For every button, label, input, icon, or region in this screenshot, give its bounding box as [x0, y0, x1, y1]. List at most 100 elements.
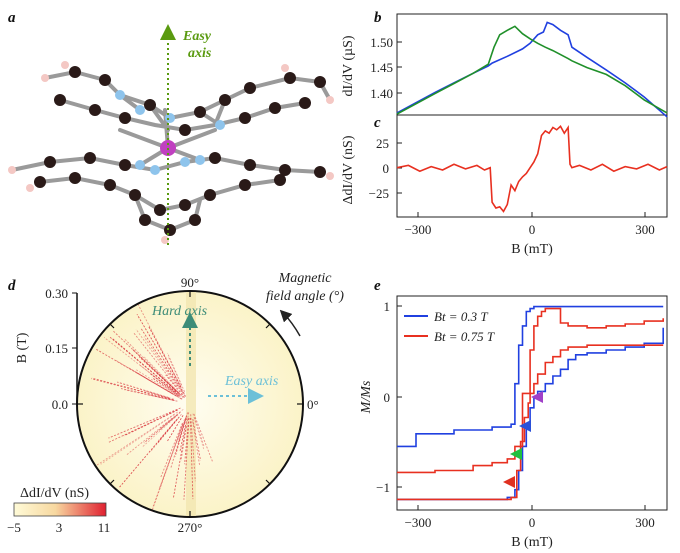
angle-label-270: 270°	[178, 520, 203, 535]
panel-e-ylabel: M/Ms	[359, 380, 374, 414]
polar-stripe	[136, 314, 186, 397]
panel-c-label: c	[374, 115, 381, 131]
c-ytick-1: 25	[376, 136, 389, 151]
polar-stripe	[126, 417, 173, 456]
polar-stripe	[115, 360, 182, 400]
polar-stripe	[143, 336, 179, 387]
polar-stripe	[108, 409, 178, 443]
series-line-e-1	[397, 327, 664, 501]
field-angle-label-line2: field angle (°)	[266, 289, 344, 304]
polar-intensity-stripes	[91, 304, 213, 512]
polar-stripe	[96, 348, 177, 397]
series-line-b-1	[396, 25, 668, 115]
polar-stripe	[123, 409, 178, 437]
e-xtick-3: 300	[635, 515, 655, 530]
field-angle-arrow	[279, 309, 301, 337]
c-xtick-1: −300	[405, 222, 432, 237]
hard-axis-label: Hard axis	[151, 304, 208, 319]
molecule-illustration	[8, 61, 334, 244]
polar-stripe	[143, 415, 177, 444]
legend-entry-2: Bt = 0.75 T	[434, 329, 495, 344]
panel-e-plot	[397, 305, 664, 501]
polar-stripe	[159, 411, 181, 431]
marker-red	[503, 476, 515, 488]
polar-stripe	[108, 335, 179, 395]
panel-e-yticks: 1 0 −1	[376, 299, 402, 495]
d-rtick-2: 0.15	[45, 341, 68, 356]
polar-stripe	[158, 420, 176, 441]
polar-stripe	[135, 368, 183, 400]
polar-stripe	[192, 419, 202, 461]
panel-d-label: d	[8, 278, 16, 294]
panel-c-ylabel: ΔdI/dV (nS)	[341, 135, 356, 204]
polar-stripe	[189, 417, 194, 500]
polar-stripe	[139, 365, 181, 397]
panel-b-plot	[396, 21, 668, 118]
polar-stripe	[141, 414, 179, 448]
panel-e-legend: Bt = 0.3 T Bt = 0.75 T	[404, 309, 495, 344]
polar-stripe	[108, 407, 181, 439]
polar-stripe	[124, 389, 174, 401]
polar-stripe	[137, 304, 182, 387]
polar-stripe	[103, 337, 175, 392]
polar-stripe	[165, 374, 185, 398]
colorbar-tick-3: 11	[98, 520, 111, 535]
c-xtick-3: 300	[635, 222, 655, 237]
panel-b-frame	[396, 13, 668, 116]
series-line-e-0	[397, 305, 664, 448]
b-ytick-2: 1.45	[370, 60, 393, 75]
polar-stripe	[151, 377, 179, 396]
panel-b-label: b	[374, 10, 382, 26]
colorbar	[13, 502, 107, 517]
panel-c-yticks: 25 0 −25	[369, 136, 402, 201]
e-ytick-3: −1	[376, 480, 390, 495]
polar-plot	[76, 290, 304, 518]
angle-label-0: 0°	[307, 397, 319, 412]
c-ytick-3: −25	[369, 186, 389, 201]
polar-stripe	[135, 328, 184, 395]
legend-entry-1: Bt = 0.3 T	[434, 309, 488, 324]
marker-purple	[531, 391, 543, 403]
panel-c-xlabel: B (mT)	[511, 242, 553, 257]
polar-stripe	[192, 421, 201, 466]
e-xtick-2: 0	[529, 515, 536, 530]
polar-stripe	[170, 415, 188, 469]
series-line-b-0	[396, 21, 668, 118]
polar-stripe	[147, 394, 175, 402]
polar-stripe	[96, 411, 178, 466]
polar-stripe	[143, 390, 175, 400]
polar-stripe	[135, 371, 173, 394]
polar-stripe	[148, 326, 182, 388]
angle-label-90: 90°	[181, 275, 199, 290]
marker-green	[510, 448, 522, 460]
polar-stripe	[184, 418, 190, 465]
polar-stripe	[151, 425, 183, 512]
panel-e-xlabel: B (mT)	[511, 535, 553, 550]
polar-stripe	[152, 419, 185, 507]
b-ytick-3: 1.40	[370, 86, 393, 101]
e-ytick-2: 0	[384, 390, 391, 405]
panel-c-plot	[396, 125, 668, 213]
polar-stripe	[156, 416, 180, 445]
d-rtick-3: 0.0	[52, 397, 68, 412]
series-line-e-3	[397, 344, 664, 501]
c-ytick-2: 0	[383, 161, 390, 176]
polar-stripe	[91, 378, 170, 400]
polar-stripe	[180, 412, 190, 461]
easy-axis-label-d: Easy axis	[224, 374, 279, 389]
panel-c-xticks: −300 0 300	[405, 212, 655, 237]
e-xtick-1: −300	[405, 515, 432, 530]
panel-b-yticks: 1.50 1.45 1.40	[370, 35, 402, 101]
polar-stripe	[166, 415, 184, 443]
polar-stripe	[140, 327, 183, 393]
polar-radial-ticks: 0.30 0.15 0.0	[45, 286, 77, 412]
colorbar-tick-2: 3	[56, 520, 63, 535]
polar-stripe	[167, 352, 186, 392]
b-ytick-1: 1.50	[370, 35, 393, 50]
field-angle-label-line1: Magnetic	[278, 271, 333, 286]
marker-blue	[519, 420, 531, 432]
colorbar-label: ΔdI/dV (nS)	[20, 486, 89, 501]
panel-a-label: a	[8, 10, 16, 26]
polar-stripe	[179, 417, 188, 452]
